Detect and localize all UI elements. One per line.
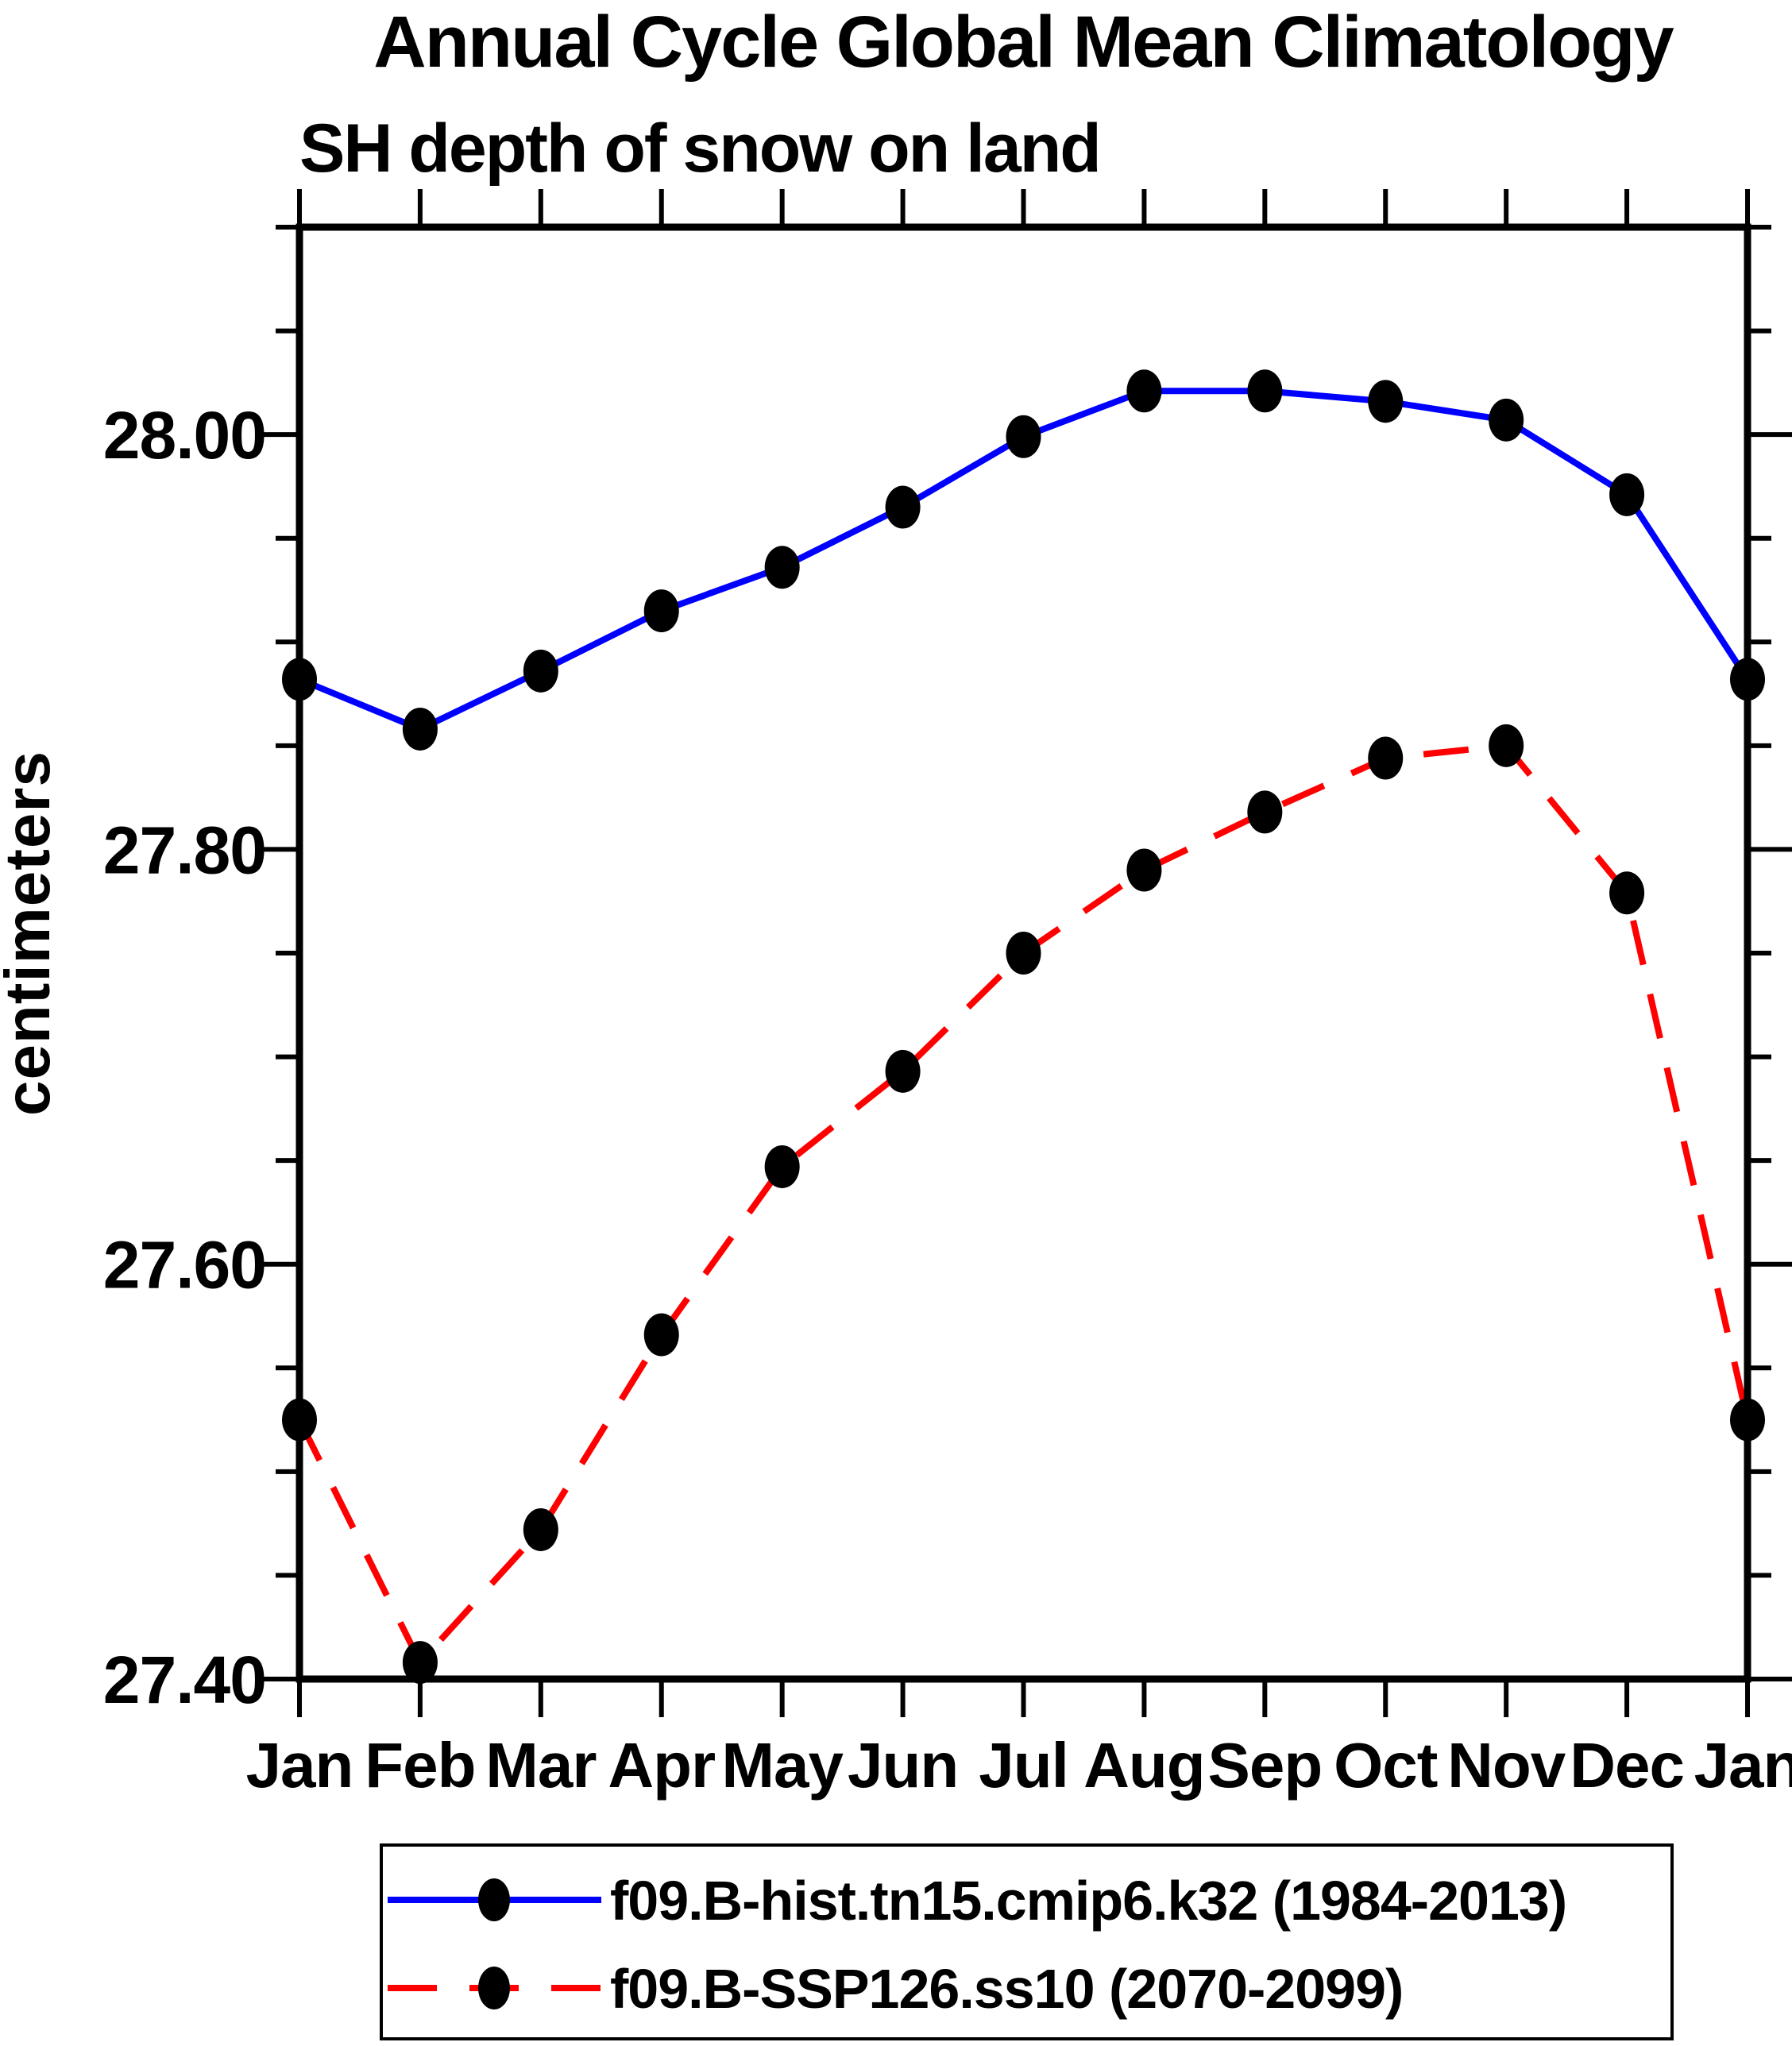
data-series bbox=[296, 388, 1751, 1669]
data-point-hist bbox=[1126, 369, 1162, 413]
data-point-hist bbox=[1489, 398, 1524, 442]
data-point-ssp126 bbox=[1126, 848, 1162, 892]
data-point-markers bbox=[282, 369, 1765, 1685]
x-axis-label: Mar bbox=[485, 1730, 596, 1801]
data-point-hist bbox=[1609, 473, 1645, 516]
data-point-ssp126 bbox=[402, 1641, 438, 1685]
y-axis-tick-labels: 27.40 27.60 27.80 28.00 bbox=[103, 398, 267, 1717]
data-point-hist bbox=[885, 485, 921, 529]
x-axis-label: Sep bbox=[1207, 1730, 1322, 1801]
y-axis-title: centimeters bbox=[0, 751, 63, 1116]
x-axis-label: Nov bbox=[1447, 1730, 1566, 1801]
data-point-ssp126 bbox=[764, 1145, 800, 1188]
series-line-ssp126 bbox=[296, 742, 1751, 1669]
x-axis-label: Apr bbox=[608, 1730, 715, 1801]
x-axis-label: Jun bbox=[848, 1730, 958, 1801]
x-axis-label: Jan bbox=[1694, 1730, 1792, 1801]
data-point-hist bbox=[764, 546, 800, 589]
data-point-hist bbox=[643, 589, 679, 633]
data-point-ssp126 bbox=[1006, 932, 1041, 975]
y-axis-label: 27.40 bbox=[103, 1643, 266, 1717]
x-axis-label: Oct bbox=[1334, 1730, 1438, 1801]
data-point-ssp126 bbox=[643, 1313, 679, 1357]
y-axis-label: 27.80 bbox=[103, 813, 266, 887]
data-point-ssp126 bbox=[1489, 724, 1524, 767]
legend-label-ssp126: f09.B-SSP126.ss10 (2070-2099) bbox=[610, 1958, 1403, 2020]
data-point-hist bbox=[1247, 369, 1283, 413]
legend-box bbox=[380, 1843, 1674, 2040]
chart-subtitle: SH depth of snow on land bbox=[299, 110, 1100, 187]
data-point-hist bbox=[523, 649, 558, 693]
legend-line-samples bbox=[388, 1878, 601, 2009]
data-point-ssp126 bbox=[523, 1507, 558, 1551]
data-point-ssp126 bbox=[1609, 871, 1645, 915]
plot-border bbox=[295, 223, 1751, 1683]
x-axis-tick-labels: Jan Feb Mar Apr May Jun Jul Aug Sep Oct Nov Dec Jan bbox=[246, 1730, 1792, 1801]
x-axis-ticks bbox=[297, 189, 1750, 1717]
data-point-hist bbox=[402, 707, 438, 751]
data-point-ssp126 bbox=[1247, 790, 1283, 834]
data-point-ssp126 bbox=[885, 1049, 921, 1093]
y-axis-ticks bbox=[255, 225, 1792, 1681]
x-axis-label: Feb bbox=[365, 1730, 475, 1801]
x-axis-label: Jul bbox=[979, 1730, 1068, 1801]
data-point-hist bbox=[1368, 380, 1404, 423]
legend-label-hist: f09.B-hist.tn15.cmip6.k32 (1984-2013) bbox=[610, 1870, 1566, 1932]
x-axis-label: May bbox=[721, 1730, 844, 1801]
data-point-hist bbox=[1006, 415, 1041, 458]
legend: f09.B-hist.tn15.cmip6.k32 (1984-2013) f0… bbox=[380, 1843, 1674, 2040]
legend-marker-dot bbox=[478, 1878, 510, 1921]
x-axis-label: Dec bbox=[1570, 1730, 1684, 1801]
x-axis-label: Aug bbox=[1083, 1730, 1205, 1801]
chart-title: Annual Cycle Global Mean Climatology bbox=[373, 2, 1674, 83]
data-point-ssp126 bbox=[1368, 736, 1404, 780]
y-axis-label: 28.00 bbox=[103, 398, 266, 473]
legend-marker-dot bbox=[478, 1967, 510, 2009]
x-axis-label: Jan bbox=[246, 1730, 353, 1801]
y-axis-label: 27.60 bbox=[103, 1228, 266, 1303]
